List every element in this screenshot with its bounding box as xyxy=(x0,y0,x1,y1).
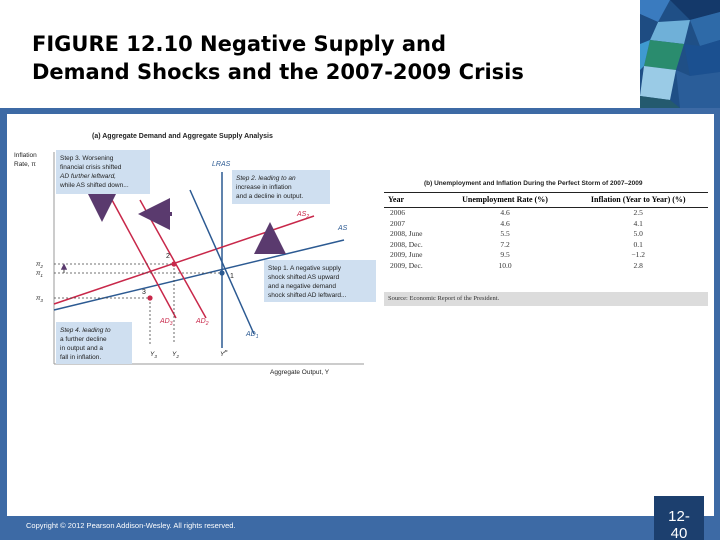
equilibrium-point-3 xyxy=(147,295,153,301)
cell-inflation: 5.0 xyxy=(633,229,643,239)
equilibrium-point-2 xyxy=(171,261,177,267)
table-row: 2009, June 9.5 −1.2 xyxy=(384,250,708,261)
cell-year: 2008, June xyxy=(390,229,423,239)
y3-tick-label: Y3 xyxy=(150,351,157,359)
table-row: 2009, Dec. 10.0 2.8 xyxy=(384,261,708,272)
ad1-label: AD1 xyxy=(245,331,259,340)
table-header-row: Year Unemployment Rate (%) Inflation (Ye… xyxy=(384,192,708,208)
table-row: 2007 4.6 4.1 xyxy=(384,219,708,230)
header-year: Year xyxy=(384,192,442,208)
header-unemployment: Unemployment Rate (%) xyxy=(441,192,569,208)
table-title: (b) Unemployment and Inflation During th… xyxy=(424,180,643,187)
lras-label: LRAS xyxy=(212,161,231,168)
svg-text:a further decline: a further decline xyxy=(60,336,107,343)
point-3-label: 3 xyxy=(142,289,146,296)
cell-year: 2007 xyxy=(390,218,405,228)
cell-inflation: 2.8 xyxy=(633,260,643,270)
cell-year: 2009, Dec. xyxy=(390,260,423,270)
svg-text:Step 4. leading to: Step 4. leading to xyxy=(60,327,111,334)
cell-unemployment: 7.2 xyxy=(500,239,510,249)
svg-text:shock shifted AD leftward...: shock shifted AD leftward... xyxy=(268,292,347,299)
svg-text:financial crisis shifted: financial crisis shifted xyxy=(60,164,122,171)
cell-year: 2006 xyxy=(390,208,405,217)
cell-unemployment: 10.0 xyxy=(498,260,512,270)
decorative-mosaic xyxy=(640,0,720,108)
ad2-label: AD2 xyxy=(195,318,209,327)
ad1-curve xyxy=(189,189,255,335)
svg-text:Step 3. Worsening: Step 3. Worsening xyxy=(60,155,114,162)
cell-inflation: −1.2 xyxy=(631,250,646,260)
slide-title-line2: Demand Shocks and the 2007-2009 Crisis xyxy=(32,60,524,84)
as1-label: AS xyxy=(337,225,348,232)
ad-as-diagram: (a) Aggregate Demand and Aggregate Suppl… xyxy=(14,126,384,388)
svg-text:AD further leftward,: AD further leftward, xyxy=(59,173,116,180)
header-inflation: Inflation (Year to Year) (%) xyxy=(568,192,708,208)
cell-year: 2009, June xyxy=(390,250,423,260)
step2-callout: Step 2. leading to an increase in inflat… xyxy=(232,170,330,204)
cell-unemployment: 4.6 xyxy=(500,208,510,217)
table-row: 2006 4.6 2.5 xyxy=(384,208,708,219)
slide-number-line2: 40 xyxy=(670,525,688,542)
slide-title-line1: FIGURE 12.10 Negative Supply and xyxy=(32,32,447,56)
x-axis-label: Aggregate Output, Y xyxy=(270,369,330,376)
step4-callout: Step 4. leading to a further decline in … xyxy=(56,322,132,364)
table-source-note: Source: Economic Report of the President… xyxy=(384,292,708,306)
copyright-text: Copyright © 2012 Pearson Addison-Wesley.… xyxy=(26,521,236,530)
slide-number: 12- 40 xyxy=(654,496,704,542)
svg-text:Step 2. leading to an: Step 2. leading to an xyxy=(236,175,296,182)
ad3-curve xyxy=(111,199,177,319)
point-1-label: 1 xyxy=(230,273,234,280)
point-2-label: 2 xyxy=(166,253,170,260)
slide-title: FIGURE 12.10 Negative Supply and Demand … xyxy=(32,30,632,86)
equilibrium-point-1 xyxy=(219,270,225,276)
data-table: Year Unemployment Rate (%) Inflation (Ye… xyxy=(384,192,708,272)
footer-bar xyxy=(0,516,720,540)
cell-unemployment: 4.6 xyxy=(500,218,510,228)
cell-inflation: 4.1 xyxy=(633,218,643,228)
svg-text:and a decline in output.: and a decline in output. xyxy=(236,193,303,200)
pi3-tick-label: π3 xyxy=(36,295,43,303)
svg-text:in output and a: in output and a xyxy=(60,345,103,352)
unemployment-inflation-table-panel: (b) Unemployment and Inflation During th… xyxy=(384,176,708,308)
step3-callout: Step 3. Worsening financial crisis shift… xyxy=(56,150,150,194)
pi2-tick-label: π2 xyxy=(36,261,43,269)
pi1-tick-label: π1 xyxy=(36,270,43,278)
svg-text:Step 1. A negative supply: Step 1. A negative supply xyxy=(268,265,342,272)
cell-unemployment: 9.5 xyxy=(500,250,510,260)
ad3-label: AD3 xyxy=(159,318,173,327)
y-axis-label: Inflation xyxy=(14,152,37,159)
svg-text:and a negative demand: and a negative demand xyxy=(268,283,336,290)
slide-number-line1: 12- xyxy=(668,508,690,525)
cell-year: 2008, Dec. xyxy=(390,239,423,249)
table-row: 2008, June 5.5 5.0 xyxy=(384,229,708,240)
svg-text:fall in inflation.: fall in inflation. xyxy=(60,354,101,361)
cell-inflation: 0.1 xyxy=(633,239,643,249)
svg-text:shock shifted AS upward: shock shifted AS upward xyxy=(268,274,340,281)
yp-tick-label: YP xyxy=(220,349,227,358)
cell-unemployment: 5.5 xyxy=(500,229,510,239)
step1-callout: Step 1. A negative supply shock shifted … xyxy=(264,260,376,302)
svg-text:increase in inflation: increase in inflation xyxy=(236,184,292,191)
diagram-panel-title: (a) Aggregate Demand and Aggregate Suppl… xyxy=(92,133,273,140)
table-row: 2008, Dec. 7.2 0.1 xyxy=(384,240,708,251)
cell-inflation: 2.5 xyxy=(633,208,643,217)
svg-text:while AS shifted down...: while AS shifted down... xyxy=(59,182,129,189)
as2-label: AS2 xyxy=(296,211,309,220)
y2-tick-label: Y2 xyxy=(172,351,179,359)
y-axis-label-2: Rate, π xyxy=(14,161,36,168)
